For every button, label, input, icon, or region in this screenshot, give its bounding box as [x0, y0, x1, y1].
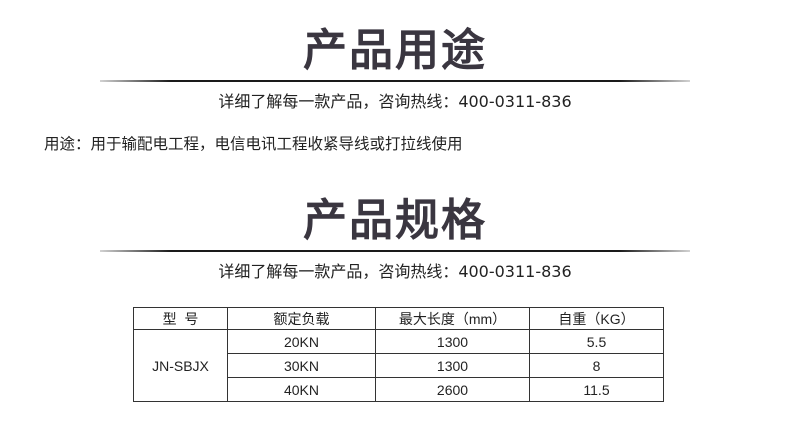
table-header-row: 型 号 额定负载 最大长度（mm） 自重（KG） [133, 307, 664, 330]
length-cell: 1300 [375, 329, 530, 354]
spec-table: 型 号 额定负载 最大长度（mm） 自重（KG） JN-SBJX 20KN 13… [133, 307, 664, 402]
load-cell: 40KN [227, 377, 376, 402]
table-row: 40KN 2600 11.5 [134, 377, 664, 402]
table-row: 30KN 1300 8 [134, 353, 664, 378]
usage-text: 用途：用于输配电工程，电信电讯工程收紧导线或打拉线使用 [44, 135, 463, 153]
load-cell: 20KN [227, 329, 376, 354]
header-model: 型 号 [133, 307, 228, 330]
weight-cell: 11.5 [529, 377, 664, 402]
section-title-specs: 产品规格 [303, 195, 487, 246]
hotline-text: 详细了解每一款产品，咨询热线：400-0311-836 [218, 92, 572, 111]
weight-cell: 5.5 [529, 329, 664, 354]
weight-cell: 8 [529, 353, 664, 378]
table-row: JN-SBJX 20KN 1300 5.5 [133, 329, 664, 402]
divider [100, 80, 690, 82]
length-cell: 1300 [375, 353, 530, 378]
load-cell: 30KN [227, 353, 376, 378]
divider [100, 250, 690, 252]
hotline-text: 详细了解每一款产品，咨询热线：400-0311-836 [218, 262, 572, 281]
header-weight: 自重（KG） [529, 307, 664, 330]
model-cell: JN-SBJX [133, 329, 228, 402]
header-length: 最大长度（mm） [375, 307, 530, 330]
section-title-usage: 产品用途 [303, 25, 487, 76]
length-cell: 2600 [375, 377, 530, 402]
header-load: 额定负载 [227, 307, 376, 330]
